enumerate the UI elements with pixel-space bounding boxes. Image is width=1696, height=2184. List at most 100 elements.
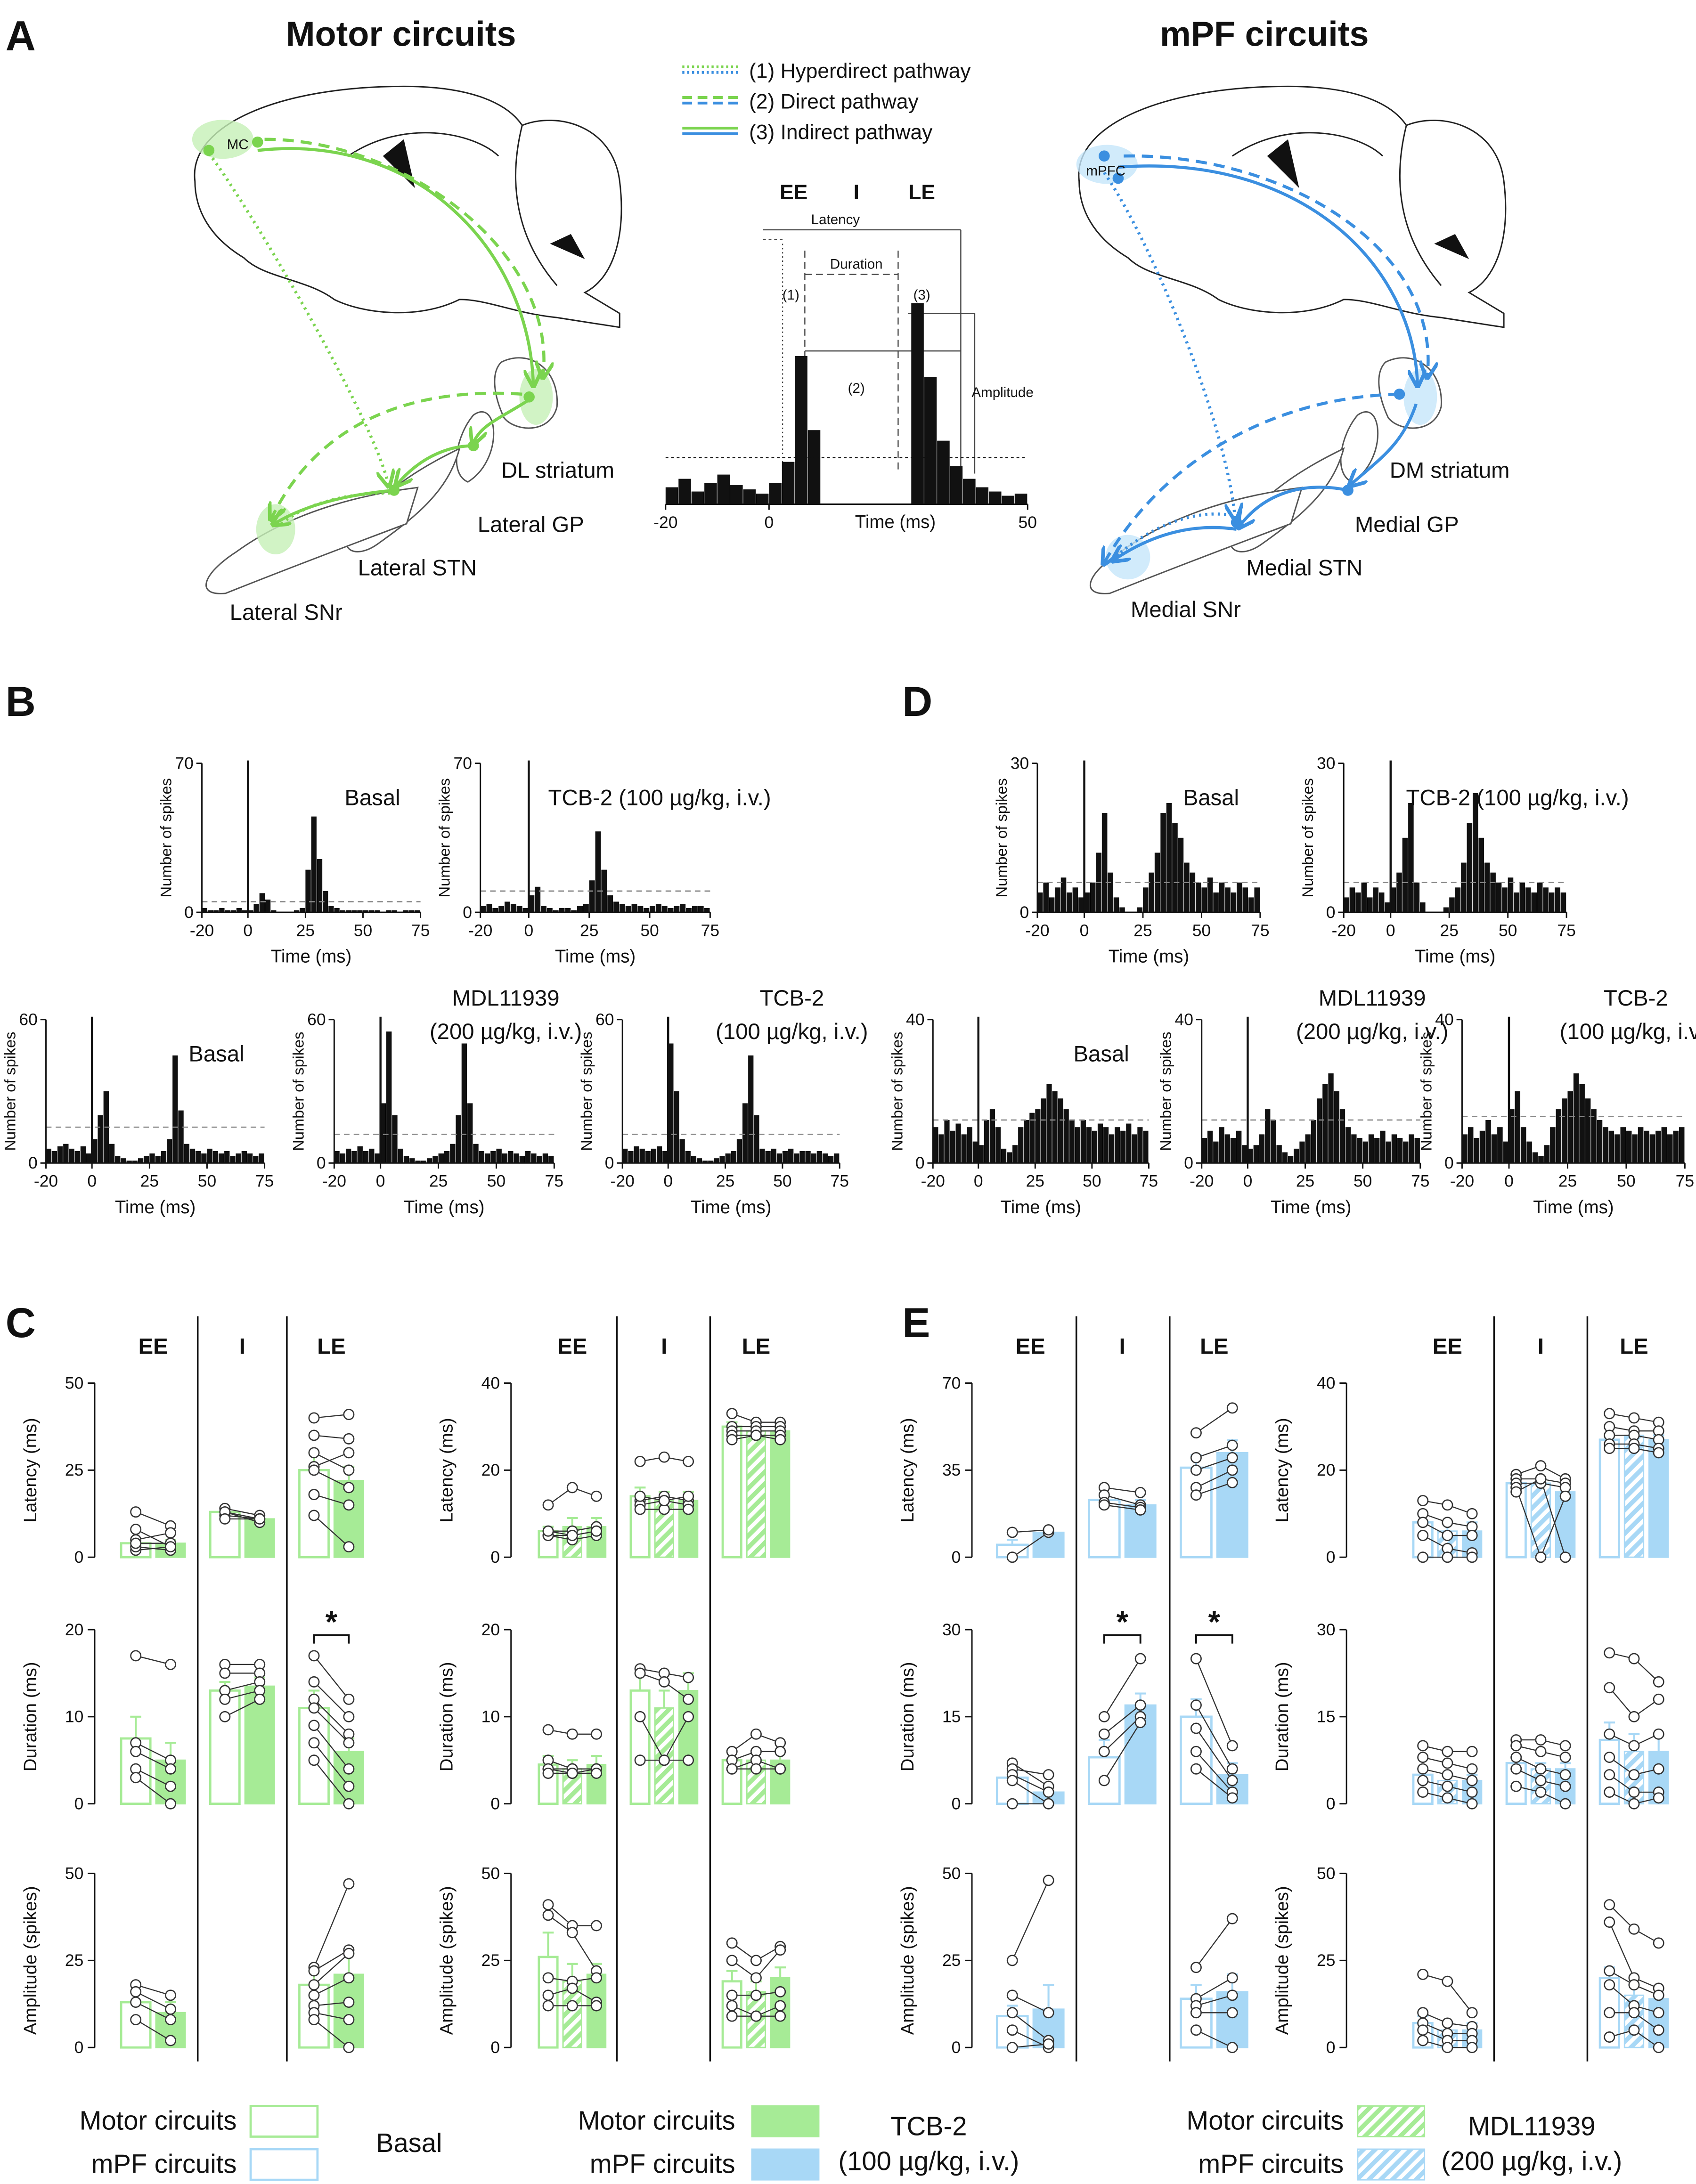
subject-point [726,1989,738,2001]
subject-point [726,1937,738,1949]
histogram-bar [950,466,963,504]
subject-point [343,2042,355,2054]
histogram-bar [492,908,498,913]
x-tick-label: 0 [87,1172,97,1191]
y-tick-label: 0 [317,1153,326,1172]
region-label: Lateral SNr [230,600,342,625]
y-tick-label: 20 [481,1620,500,1639]
x-tick-label: 50 [1499,921,1517,940]
y-axis-label: Number of spikes [436,778,453,897]
histogram-bar [668,908,674,913]
histogram-bar [731,1151,736,1163]
subject-point [130,1524,142,1535]
subject-line [571,1932,597,1972]
subject-point [1559,1490,1571,1502]
histogram-bar [637,906,644,913]
y-tick-label: 0 [952,1794,961,1813]
subject-point [1604,1899,1615,1911]
histogram-bar [708,1161,714,1163]
scheme-annotation: (2) [848,381,865,396]
x-tick-label: 75 [1676,1172,1694,1191]
subject-point [1190,1746,1202,1757]
histogram-bar [1092,1130,1098,1163]
histogram-bar [692,906,698,913]
histogram-bar [242,910,248,913]
histogram-bar [634,1146,639,1163]
subject-line [314,1494,349,1506]
histogram-bar [144,1156,149,1163]
histogram-bar [1549,892,1555,913]
histogram-bar [1002,495,1014,504]
legend-entry: (3) Indirect pathway [749,121,933,144]
subject-point [1134,1486,1146,1498]
x-tick-label: 0 [974,1172,983,1191]
histogram-bar [178,1110,184,1163]
region-label: Medial SNr [1131,597,1241,622]
category-label: EE [1433,1334,1462,1359]
x-tick-label: 75 [1411,1172,1429,1191]
histogram-bar [1462,1134,1468,1163]
subject-point [1417,2007,1429,2019]
bar [1124,1504,1157,1558]
subject-point [1510,1752,1522,1763]
x-axis-label: Time (ms) [1001,1197,1081,1218]
histogram-bar [1632,1134,1638,1163]
x-axis-label: Time (ms) [855,512,936,532]
subject-point [542,1909,554,1921]
histogram-bar [685,1151,691,1163]
histogram-bar [126,1161,132,1163]
subject-point [165,2035,177,2046]
subject-line [1104,1502,1141,1508]
subject-point [1190,1962,1202,1973]
y-axis-label: Duration (ms) [1272,1662,1292,1771]
histogram-bar [421,1161,427,1163]
histogram-bar [730,485,743,504]
subject-point [308,1412,320,1424]
histogram-bar [1502,887,1508,913]
subject-point [1653,1763,1664,1775]
histogram-bar [438,1153,444,1163]
subject-point [1442,1499,1453,1511]
y-axis-label: Latency (ms) [897,1418,918,1522]
x-tick-label: 25 [1440,921,1459,940]
subject-point [566,1767,578,1779]
histogram-bar [450,1144,456,1163]
subject-line [135,1751,171,1770]
histogram-bar [1556,1109,1562,1163]
subject-point [1226,1452,1238,1463]
subject-line [1540,1496,1566,1558]
histogram-bar [1397,1138,1403,1163]
histogram-bar [1449,897,1455,913]
subject-point [219,1693,231,1705]
y-tick-label: 40 [1435,1010,1453,1029]
histogram-bar [1608,1130,1614,1163]
subject-point [1098,1728,1110,1740]
histogram-bar [248,910,253,913]
subject-point [1226,1439,1238,1451]
subject-point [1559,1769,1571,1781]
subject-point [1466,1508,1478,1519]
y-tick-label: 40 [481,1373,500,1392]
subject-line [639,1716,665,1761]
histogram-bar [1213,892,1219,913]
subject-point [1417,1968,1429,1980]
subject-point [566,1482,578,1494]
y-tick-label: 0 [184,903,194,922]
histogram-bar [1626,1130,1632,1163]
y-tick-label: 40 [906,1010,924,1029]
histogram-bar [1396,872,1402,913]
y-tick-label: 70 [454,754,472,772]
subject-point [1442,1746,1453,1757]
histogram-bar [1311,1120,1317,1163]
histogram-bar [403,910,409,913]
histogram-bar [69,1148,74,1163]
x-axis-label: Time (ms) [1415,946,1495,966]
histogram-bar [1334,1091,1339,1163]
histogram-bar [607,895,613,913]
histogram-bar [788,1148,794,1163]
histogram-bar [236,908,242,913]
histogram-bar [1620,1127,1626,1163]
subject-point [1417,1551,1429,1563]
y-tick-label: 0 [490,1794,500,1813]
